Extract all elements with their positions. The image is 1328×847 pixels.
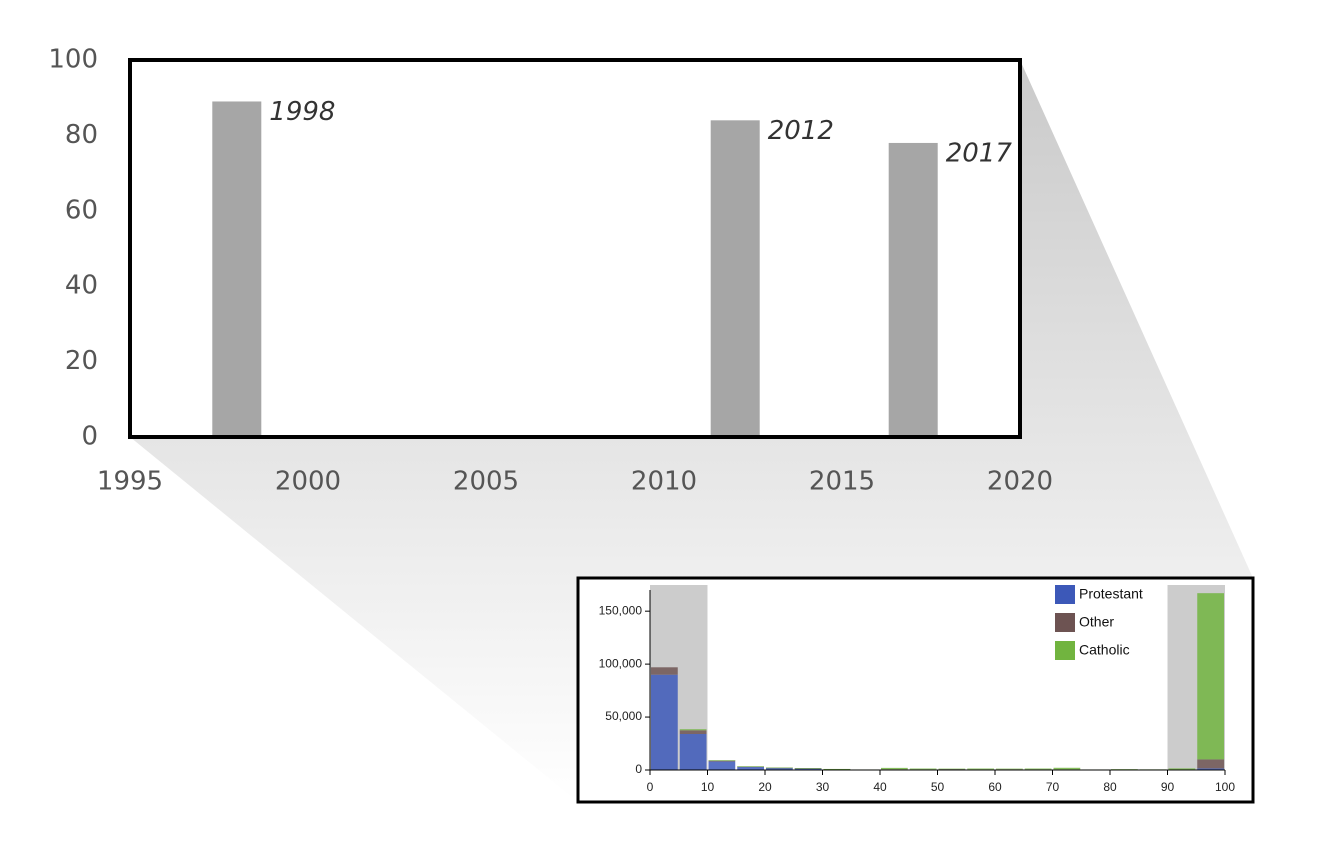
inset-frame bbox=[576, 576, 1255, 804]
bar-other-bin-50 bbox=[938, 769, 966, 770]
bar-catholic-bin-90 bbox=[1168, 768, 1196, 770]
bar-protestant-bin-0 bbox=[651, 674, 678, 770]
x-tick-label: 2005 bbox=[453, 467, 519, 497]
inset-x-tick-label: 0 bbox=[647, 780, 654, 794]
x-tick-label: 2010 bbox=[631, 467, 697, 497]
inset-x-tick-label: 40 bbox=[873, 780, 887, 794]
inset-x-tick-label: 50 bbox=[931, 780, 945, 794]
inset-y-tick-label: 100,000 bbox=[599, 656, 643, 670]
main-y-axis: 0 20 40 60 80 100 bbox=[48, 45, 98, 452]
bar-label-2017: 2017 bbox=[946, 138, 1013, 168]
bar-protestant-bin-15 bbox=[737, 766, 764, 770]
inset-x-tick-label: 10 bbox=[701, 780, 715, 794]
inset-legend: Protestant Other Catholic bbox=[1055, 585, 1143, 660]
inset-y-axis: 0 50,000 100,000 150,000 bbox=[599, 603, 650, 776]
inset-x-tick-label: 60 bbox=[988, 780, 1002, 794]
legend-swatch-catholic bbox=[1055, 641, 1075, 660]
bar-protestant-bin-10 bbox=[708, 761, 736, 770]
inset-x-tick-label: 70 bbox=[1046, 780, 1060, 794]
legend-label-protestant: Protestant bbox=[1079, 586, 1143, 602]
x-tick-label: 1995 bbox=[97, 467, 163, 497]
inset-y-tick-label: 150,000 bbox=[599, 603, 643, 617]
legend-swatch-other bbox=[1055, 613, 1075, 632]
legend-label-catholic: Catholic bbox=[1079, 642, 1130, 658]
bar-catholic-bin-40 bbox=[881, 767, 908, 770]
inset-y-tick-label: 0 bbox=[635, 762, 642, 776]
x-tick-label: 2000 bbox=[275, 467, 341, 497]
y-tick-label: 80 bbox=[65, 120, 98, 150]
main-x-axis: 1995 2000 2005 2010 2015 2020 bbox=[97, 467, 1053, 497]
bar-other-bin-95 bbox=[1197, 759, 1224, 769]
inset-histogram: 0 50,000 100,000 150,000 0 10 20 30 40 50 60 70 80 9… bbox=[576, 576, 1255, 804]
y-tick-label: 40 bbox=[65, 271, 98, 301]
main-bar-labels: 1998 2012 2017 bbox=[269, 97, 1012, 168]
bar-protestant-bin-25 bbox=[794, 768, 822, 770]
bar-protestant-bin-20 bbox=[766, 767, 793, 770]
bar-catholic-bin-50 bbox=[938, 768, 966, 770]
bar-catholic-bin-15 bbox=[737, 766, 764, 767]
main-bar-chart: 1998 2012 2017 0 20 40 60 80 100 1995 2000 2005 20… bbox=[48, 45, 1053, 497]
bar-label-1998: 1998 bbox=[269, 97, 335, 127]
bar-catholic-bin-25 bbox=[794, 768, 822, 769]
inset-x-tick-label: 20 bbox=[758, 780, 772, 794]
bar-catholic-bin-65 bbox=[1024, 768, 1052, 770]
bar-catholic-bin-55 bbox=[967, 768, 994, 770]
bar-protestant-bin-95 bbox=[1197, 768, 1224, 770]
y-tick-label: 0 bbox=[81, 422, 98, 452]
bar-catholic-bin-10 bbox=[708, 760, 736, 761]
bar-catholic-bin-80 bbox=[1111, 769, 1138, 770]
bar-catholic-bin-45 bbox=[909, 768, 937, 770]
inset-x-axis: 0 10 20 30 40 50 60 70 80 90 100 bbox=[647, 770, 1235, 794]
bar-catholic-bin-5 bbox=[679, 729, 707, 731]
legend-label-other: Other bbox=[1079, 614, 1114, 630]
inset-x-tick-label: 90 bbox=[1161, 780, 1175, 794]
bar-2012 bbox=[710, 120, 760, 437]
inset-x-tick-label: 80 bbox=[1103, 780, 1117, 794]
bar-label-2012: 2012 bbox=[768, 116, 834, 146]
inset-x-tick-label: 100 bbox=[1215, 780, 1235, 794]
bar-catholic-bin-95 bbox=[1197, 593, 1224, 760]
bar-catholic-bin-30 bbox=[823, 768, 851, 770]
main-plot-frame bbox=[128, 58, 1022, 439]
main-bars bbox=[212, 101, 938, 437]
y-tick-label: 100 bbox=[48, 45, 98, 75]
bar-other-bin-0 bbox=[651, 667, 678, 675]
y-tick-label: 20 bbox=[65, 346, 98, 376]
inset-y-tick-label: 50,000 bbox=[605, 709, 642, 723]
bar-1998 bbox=[212, 101, 262, 437]
bar-catholic-bin-70 bbox=[1053, 767, 1081, 770]
inset-x-tick-label: 30 bbox=[816, 780, 830, 794]
x-tick-label: 2020 bbox=[987, 467, 1053, 497]
bar-catholic-bin-60 bbox=[996, 768, 1023, 770]
x-tick-label: 2015 bbox=[809, 467, 875, 497]
bar-other-bin-10 bbox=[708, 760, 736, 762]
legend-swatch-protestant bbox=[1055, 585, 1075, 604]
bar-protestant-bin-5 bbox=[679, 734, 707, 770]
y-tick-label: 60 bbox=[65, 195, 98, 225]
bar-2017 bbox=[888, 142, 938, 437]
bar-other-bin-5 bbox=[679, 730, 707, 734]
bar-catholic-bin-20 bbox=[766, 767, 793, 769]
main-plot-area bbox=[130, 60, 1020, 437]
